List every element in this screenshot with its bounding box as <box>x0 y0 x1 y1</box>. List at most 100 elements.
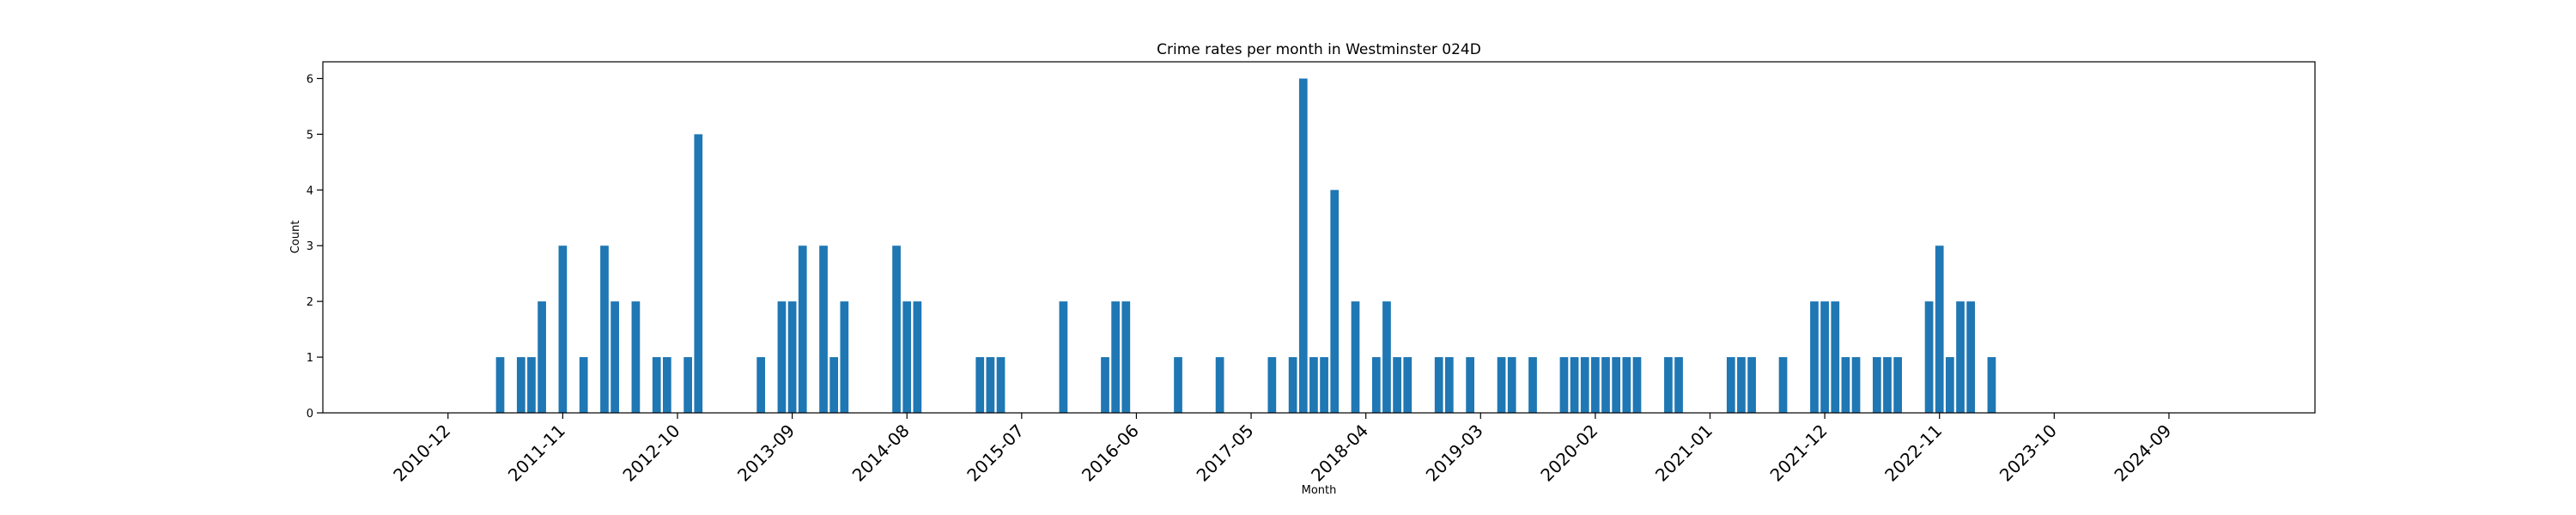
bar <box>986 357 995 413</box>
bar <box>1111 301 1120 413</box>
x-tick-label: 2016-06 <box>1078 421 1143 486</box>
x-tick-label: 2014-08 <box>848 421 914 486</box>
bar <box>516 357 526 413</box>
y-tick-label: 3 <box>307 240 313 253</box>
bar <box>1528 357 1537 413</box>
y-tick-label: 0 <box>307 408 313 421</box>
bar <box>1883 357 1892 413</box>
bar <box>996 357 1005 413</box>
y-tick-label: 2 <box>307 296 313 309</box>
bar <box>1288 357 1297 413</box>
bar <box>1966 301 1976 413</box>
bar <box>798 245 807 413</box>
bar <box>631 301 641 413</box>
bar <box>902 301 912 413</box>
bar <box>1580 357 1589 413</box>
bar <box>1674 357 1683 413</box>
bar <box>1059 301 1068 413</box>
y-tick-label: 5 <box>307 129 313 142</box>
bar <box>662 357 671 413</box>
bar <box>975 357 985 413</box>
bar <box>1601 357 1610 413</box>
bar <box>1466 357 1474 413</box>
x-tick-label: 2012-10 <box>618 421 683 486</box>
bar <box>1298 78 1308 413</box>
bar <box>558 245 568 413</box>
y-axis: 0 1 2 3 4 5 6 <box>307 73 323 421</box>
bar <box>1893 357 1902 413</box>
bar <box>652 357 661 413</box>
bar <box>840 301 849 413</box>
bar <box>777 301 787 413</box>
bar <box>1924 301 1934 413</box>
x-axis-label: Month <box>1302 484 1337 497</box>
bar <box>819 245 828 413</box>
x-tick-label: 2020-02 <box>1536 421 1601 486</box>
bar <box>1215 357 1224 413</box>
bar <box>1497 357 1506 413</box>
x-tick-label: 2010-12 <box>389 421 454 486</box>
bar <box>1632 357 1642 413</box>
x-tick-label: 2022-11 <box>1880 421 1946 486</box>
x-tick-label: 2011-11 <box>504 421 569 486</box>
bar <box>892 245 901 413</box>
x-axis: 2010-12 2011-11 2012-10 2013-09 2014-08 2015-… <box>389 413 2175 486</box>
bar <box>1174 357 1182 413</box>
x-tick-label: 2023-10 <box>1996 421 2061 486</box>
bar <box>787 301 797 413</box>
y-axis-label: Count <box>289 221 302 254</box>
bar <box>1507 357 1516 413</box>
bar <box>1309 357 1318 413</box>
bar <box>1956 301 1965 413</box>
bar <box>1841 357 1850 413</box>
bars <box>495 78 1996 413</box>
y-tick-label: 4 <box>307 185 313 197</box>
bar <box>1434 357 1443 413</box>
bar <box>1664 357 1673 413</box>
bar <box>1382 301 1391 413</box>
bar <box>1612 357 1621 413</box>
bar <box>600 245 609 413</box>
bar <box>1444 357 1454 413</box>
bar <box>1872 357 1881 413</box>
bar <box>1946 357 1954 413</box>
bar <box>1831 301 1840 413</box>
x-tick-label: 2021-01 <box>1651 421 1716 486</box>
plot-frame <box>322 61 2316 414</box>
bar <box>1393 357 1401 413</box>
x-tick-label: 2019-03 <box>1422 421 1487 486</box>
chart-title: Crime rates per month in Westminster 024… <box>1157 41 1481 58</box>
bar <box>1935 245 1944 413</box>
bar <box>1403 357 1413 413</box>
bar <box>829 357 839 413</box>
bar <box>1330 190 1340 413</box>
x-tick-label: 2015-07 <box>963 421 1028 486</box>
y-tick-label: 6 <box>307 73 313 86</box>
bar <box>1737 357 1746 413</box>
bar <box>579 357 588 413</box>
bar <box>1101 357 1109 413</box>
bar <box>1987 357 1996 413</box>
y-tick-label: 1 <box>307 352 313 365</box>
x-tick-label: 2017-05 <box>1193 421 1258 486</box>
bar <box>1778 357 1788 413</box>
bar <box>1726 357 1735 413</box>
bar <box>1121 301 1131 413</box>
bar <box>756 357 766 413</box>
x-tick-label: 2013-09 <box>733 421 799 486</box>
bar <box>913 301 922 413</box>
bar <box>1591 357 1600 413</box>
bar <box>1810 301 1819 413</box>
bar <box>1622 357 1631 413</box>
x-tick-label: 2021-12 <box>1766 421 1832 486</box>
bar <box>1351 301 1360 413</box>
bar <box>1320 357 1328 413</box>
bar <box>694 134 703 413</box>
x-tick-label: 2018-04 <box>1307 421 1372 486</box>
x-tick-label: 2024-09 <box>2110 421 2175 486</box>
bar <box>1747 357 1756 413</box>
bar <box>1559 357 1569 413</box>
bar <box>527 357 536 413</box>
bar <box>611 301 619 413</box>
